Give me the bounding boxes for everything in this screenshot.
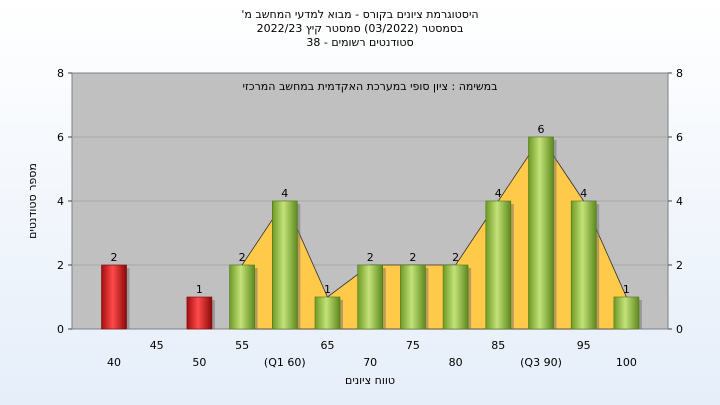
bar-85 bbox=[485, 200, 512, 330]
value-label-4: 4 bbox=[281, 187, 288, 200]
bar-(Q3 90) bbox=[528, 136, 554, 330]
x-tick-12: 100 bbox=[616, 356, 637, 369]
value-label-10: 6 bbox=[538, 123, 545, 136]
bar-65 bbox=[314, 296, 341, 330]
bar-55 bbox=[229, 264, 255, 330]
y-axis-label: מספר סטודנטים bbox=[26, 163, 39, 239]
x-tick-3: 55 bbox=[235, 339, 249, 352]
y-tick-right-0: 0 bbox=[676, 323, 683, 336]
y-tick-right-6: 6 bbox=[676, 131, 683, 144]
x-tick-5: 65 bbox=[321, 339, 335, 352]
value-label-2: 1 bbox=[196, 283, 203, 296]
x-tick-9: 85 bbox=[491, 339, 505, 352]
x-tick-6: 70 bbox=[363, 356, 377, 369]
chart-title: היסטוגרמת ציונים בקורס - מבוא למדעי המחש… bbox=[0, 8, 720, 50]
bar-100 bbox=[613, 296, 640, 330]
bar-(Q1 60) bbox=[271, 200, 298, 330]
value-label-11: 4 bbox=[580, 187, 587, 200]
value-labels: 2 1 2 4 1 2 2 2 4 6 4 1 bbox=[111, 123, 630, 296]
bar-50 bbox=[186, 296, 213, 330]
y-tick-right-4: 4 bbox=[676, 195, 683, 208]
x-tick-7: 75 bbox=[406, 339, 420, 352]
y-tick-right-2: 2 bbox=[676, 259, 683, 272]
y-tick-right-8: 8 bbox=[676, 67, 683, 80]
y-tick-left-2: 2 bbox=[57, 259, 64, 272]
chart-title-line-2: בסמסטר (03/2022) סמסטר קיץ 2022/23 bbox=[256, 22, 464, 35]
value-label-0: 2 bbox=[111, 251, 118, 264]
y-tick-left-6: 6 bbox=[57, 131, 64, 144]
chart-title-line-3: סטודנטים רשומים - 38 bbox=[306, 36, 414, 49]
y-tick-left-8: 8 bbox=[57, 67, 64, 80]
x-tick-8: 80 bbox=[449, 356, 463, 369]
value-label-6: 2 bbox=[367, 251, 374, 264]
x-tick-2: 50 bbox=[192, 356, 206, 369]
x-tick-10: (Q3 90) bbox=[520, 356, 562, 369]
y-tick-left-4: 4 bbox=[57, 195, 64, 208]
bar-80 bbox=[442, 264, 469, 330]
value-label-5: 1 bbox=[324, 283, 331, 296]
value-label-9: 4 bbox=[495, 187, 502, 200]
value-label-12: 1 bbox=[623, 283, 630, 296]
y-axis-ticks: 0 0 2 2 4 4 6 6 8 8 bbox=[57, 67, 683, 336]
bar-40 bbox=[101, 264, 127, 330]
bar-75 bbox=[400, 264, 426, 330]
x-tick-1: 45 bbox=[150, 339, 164, 352]
x-axis-ticks: 40 45 50 55 (Q1 60) 65 70 75 80 85 (Q3 90) 95 100 bbox=[107, 339, 637, 369]
y-tick-left-0: 0 bbox=[57, 323, 64, 336]
x-axis-label: טווח ציונים bbox=[345, 374, 395, 387]
x-tick-0: 40 bbox=[107, 356, 121, 369]
bar-series bbox=[101, 136, 642, 330]
chart-annotation: במשימה : ציון סופי במערכת האקדמית במחשב … bbox=[243, 80, 498, 93]
value-label-3: 2 bbox=[239, 251, 246, 264]
value-label-7: 2 bbox=[409, 251, 416, 264]
x-tick-11: 95 bbox=[577, 339, 591, 352]
x-tick-4: (Q1 60) bbox=[264, 356, 306, 369]
bar-70 bbox=[357, 264, 384, 330]
value-label-8: 2 bbox=[452, 251, 459, 264]
chart-title-line-1: היסטוגרמת ציונים בקורס - מבוא למדעי המחש… bbox=[241, 8, 479, 21]
bar-95 bbox=[570, 200, 597, 330]
